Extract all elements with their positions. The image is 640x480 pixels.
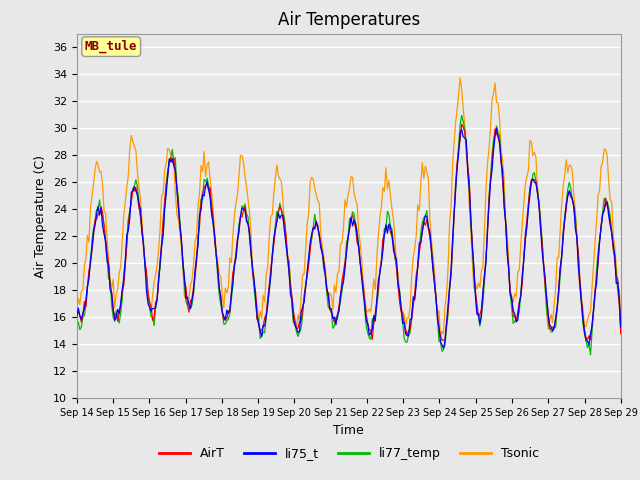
AirT <box>73 311 81 316</box>
li77_temp <box>311 211 319 217</box>
AirT <box>235 230 243 236</box>
Tsonic <box>456 75 464 81</box>
li75_t <box>440 345 447 351</box>
li75_t <box>253 313 261 319</box>
Tsonic <box>311 185 319 191</box>
Tsonic <box>73 306 81 312</box>
Line: AirT: AirT <box>77 124 621 340</box>
Tsonic <box>253 301 261 307</box>
Tsonic <box>617 317 625 323</box>
AirT <box>617 331 625 337</box>
Legend: AirT, li75_t, li77_temp, Tsonic: AirT, li75_t, li77_temp, Tsonic <box>154 442 544 465</box>
li75_t <box>140 242 147 248</box>
li77_temp <box>589 309 597 314</box>
li77_temp <box>617 329 625 335</box>
Line: li75_t: li75_t <box>77 128 621 348</box>
li77_temp <box>262 313 270 319</box>
li75_t <box>262 314 270 320</box>
AirT <box>253 316 261 322</box>
li77_temp <box>458 112 465 118</box>
AirT <box>440 337 447 343</box>
Tsonic <box>140 246 147 252</box>
Text: MB_tule: MB_tule <box>85 40 138 53</box>
AirT <box>311 225 319 230</box>
li77_temp <box>587 352 595 358</box>
li75_t <box>311 226 319 232</box>
li75_t <box>235 226 243 232</box>
li75_t <box>73 314 81 320</box>
AirT <box>458 121 465 127</box>
AirT <box>262 312 270 317</box>
AirT <box>140 242 147 248</box>
Y-axis label: Air Temperature (C): Air Temperature (C) <box>35 155 47 277</box>
li77_temp <box>140 239 147 245</box>
X-axis label: Time: Time <box>333 424 364 437</box>
li75_t <box>617 324 625 330</box>
Tsonic <box>589 262 597 267</box>
Title: Air Temperatures: Air Temperatures <box>278 11 420 29</box>
li75_t <box>589 306 597 312</box>
Tsonic <box>235 174 243 180</box>
li77_temp <box>253 316 261 322</box>
Line: li77_temp: li77_temp <box>77 115 621 355</box>
Tsonic <box>262 271 270 276</box>
Line: Tsonic: Tsonic <box>77 78 621 337</box>
li77_temp <box>73 318 81 324</box>
AirT <box>589 309 597 314</box>
li77_temp <box>235 221 243 227</box>
li75_t <box>493 125 500 131</box>
Tsonic <box>436 334 444 340</box>
